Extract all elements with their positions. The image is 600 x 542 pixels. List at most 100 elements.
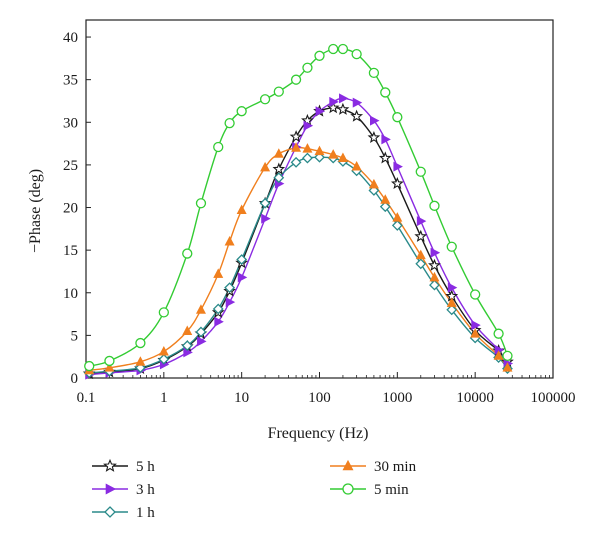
data-point-2 [236, 254, 248, 265]
data-point-3 [392, 212, 403, 222]
data-point-2 [290, 156, 302, 168]
data-point-3 [135, 356, 146, 366]
data-point-4 [236, 106, 247, 117]
data-point-2 [415, 258, 427, 270]
data-point-2 [391, 220, 403, 231]
data-point-1 [303, 120, 314, 131]
data-point-0 [414, 229, 428, 242]
data-point-4 [337, 43, 349, 55]
data-point-0 [289, 130, 303, 143]
data-point-0 [428, 258, 441, 271]
data-point-3 [260, 161, 271, 172]
data-point-1 [315, 106, 326, 117]
data-point-2 [181, 340, 193, 352]
x-tick-label: 10 [234, 390, 249, 406]
data-point-4 [273, 86, 284, 97]
data-point-4 [314, 50, 325, 61]
y-axis-ticks: 0 5 10 15 20 25 30 35 40 [63, 30, 91, 387]
legend-marker [342, 459, 354, 471]
data-point-3 [368, 178, 379, 189]
data-point-4 [259, 94, 271, 105]
data-point-4 [290, 74, 302, 85]
y-tick-label: 25 [63, 158, 78, 174]
y-tick-label: 5 [71, 328, 79, 344]
series-line-4 [89, 47, 509, 367]
data-point-3 [502, 362, 513, 372]
y-tick-label: 30 [63, 115, 78, 131]
data-point-4 [104, 355, 115, 367]
data-point-2 [302, 152, 313, 164]
data-point-1 [329, 96, 339, 107]
data-point-3 [314, 145, 325, 156]
y-tick-label: 20 [63, 201, 78, 217]
data-point-3 [104, 362, 115, 372]
data-point-4 [380, 87, 391, 98]
data-point-2 [273, 172, 285, 184]
data-point-1 [393, 161, 403, 172]
data-point-4 [470, 289, 481, 300]
data-point-4 [493, 328, 504, 339]
y-axis-label: −Phase (deg) [27, 169, 44, 253]
data-point-2 [379, 201, 391, 213]
data-point-2 [195, 326, 207, 338]
legend-label: 1 h [136, 505, 155, 521]
data-point-4 [328, 43, 339, 55]
data-point-4 [392, 112, 403, 123]
data-point-4 [195, 198, 207, 209]
data-point-2 [212, 303, 224, 315]
data-point-3 [470, 328, 481, 338]
legend: 5 h 3 h 1 h 30 min 5 min [92, 458, 417, 521]
data-point-3 [273, 148, 284, 158]
data-point-1 [416, 216, 427, 227]
data-point-3 [328, 149, 339, 159]
data-point-3 [429, 271, 440, 282]
y-tick-label: 10 [63, 286, 78, 302]
x-tick-label: 0.1 [77, 390, 96, 406]
data-point-4 [415, 166, 426, 177]
y-tick-label: 40 [63, 30, 78, 46]
legend-marker [104, 506, 116, 518]
data-point-0 [336, 102, 350, 115]
y-tick-label: 35 [63, 73, 78, 89]
legend-marker [103, 458, 117, 472]
data-point-4 [84, 360, 95, 372]
x-axis-ticks: 0.1 1 10 100 1000 10000 100000 [77, 372, 576, 406]
x-tick-label: 100 [308, 390, 331, 406]
data-point-1 [225, 297, 236, 308]
data-point-2 [259, 197, 271, 209]
data-point-3 [415, 249, 426, 260]
data-point-1 [370, 115, 380, 126]
data-point-0 [367, 130, 381, 144]
data-point-2 [446, 304, 458, 316]
data-point-1 [471, 320, 481, 331]
data-point-4 [224, 117, 235, 129]
data-point-4 [502, 350, 513, 361]
y-tick-label: 15 [63, 243, 78, 259]
data-point-1 [430, 247, 441, 258]
data-point-1 [261, 213, 271, 224]
x-tick-label: 10000 [456, 390, 494, 406]
legend-label: 3 h [136, 482, 155, 498]
data-point-1 [237, 272, 248, 283]
data-point-3 [182, 325, 193, 336]
data-point-4 [368, 67, 380, 78]
data-point-1 [214, 316, 224, 327]
data-point-3 [351, 161, 362, 171]
data-point-3 [213, 268, 224, 278]
legend-label: 5 min [374, 482, 409, 498]
x-tick-label: 1 [160, 390, 168, 406]
series-markers [82, 43, 514, 380]
legend-label: 30 min [374, 459, 417, 475]
data-point-3 [236, 204, 247, 214]
data-point-3 [493, 350, 504, 360]
data-point-1 [197, 336, 207, 347]
data-point-3 [446, 297, 457, 307]
legend-label: 5 h [136, 459, 155, 475]
data-point-4 [135, 337, 146, 349]
data-point-0 [272, 162, 286, 175]
data-point-3 [380, 194, 391, 204]
data-point-4 [351, 48, 362, 60]
data-point-3 [158, 345, 169, 356]
data-point-1 [447, 282, 458, 293]
